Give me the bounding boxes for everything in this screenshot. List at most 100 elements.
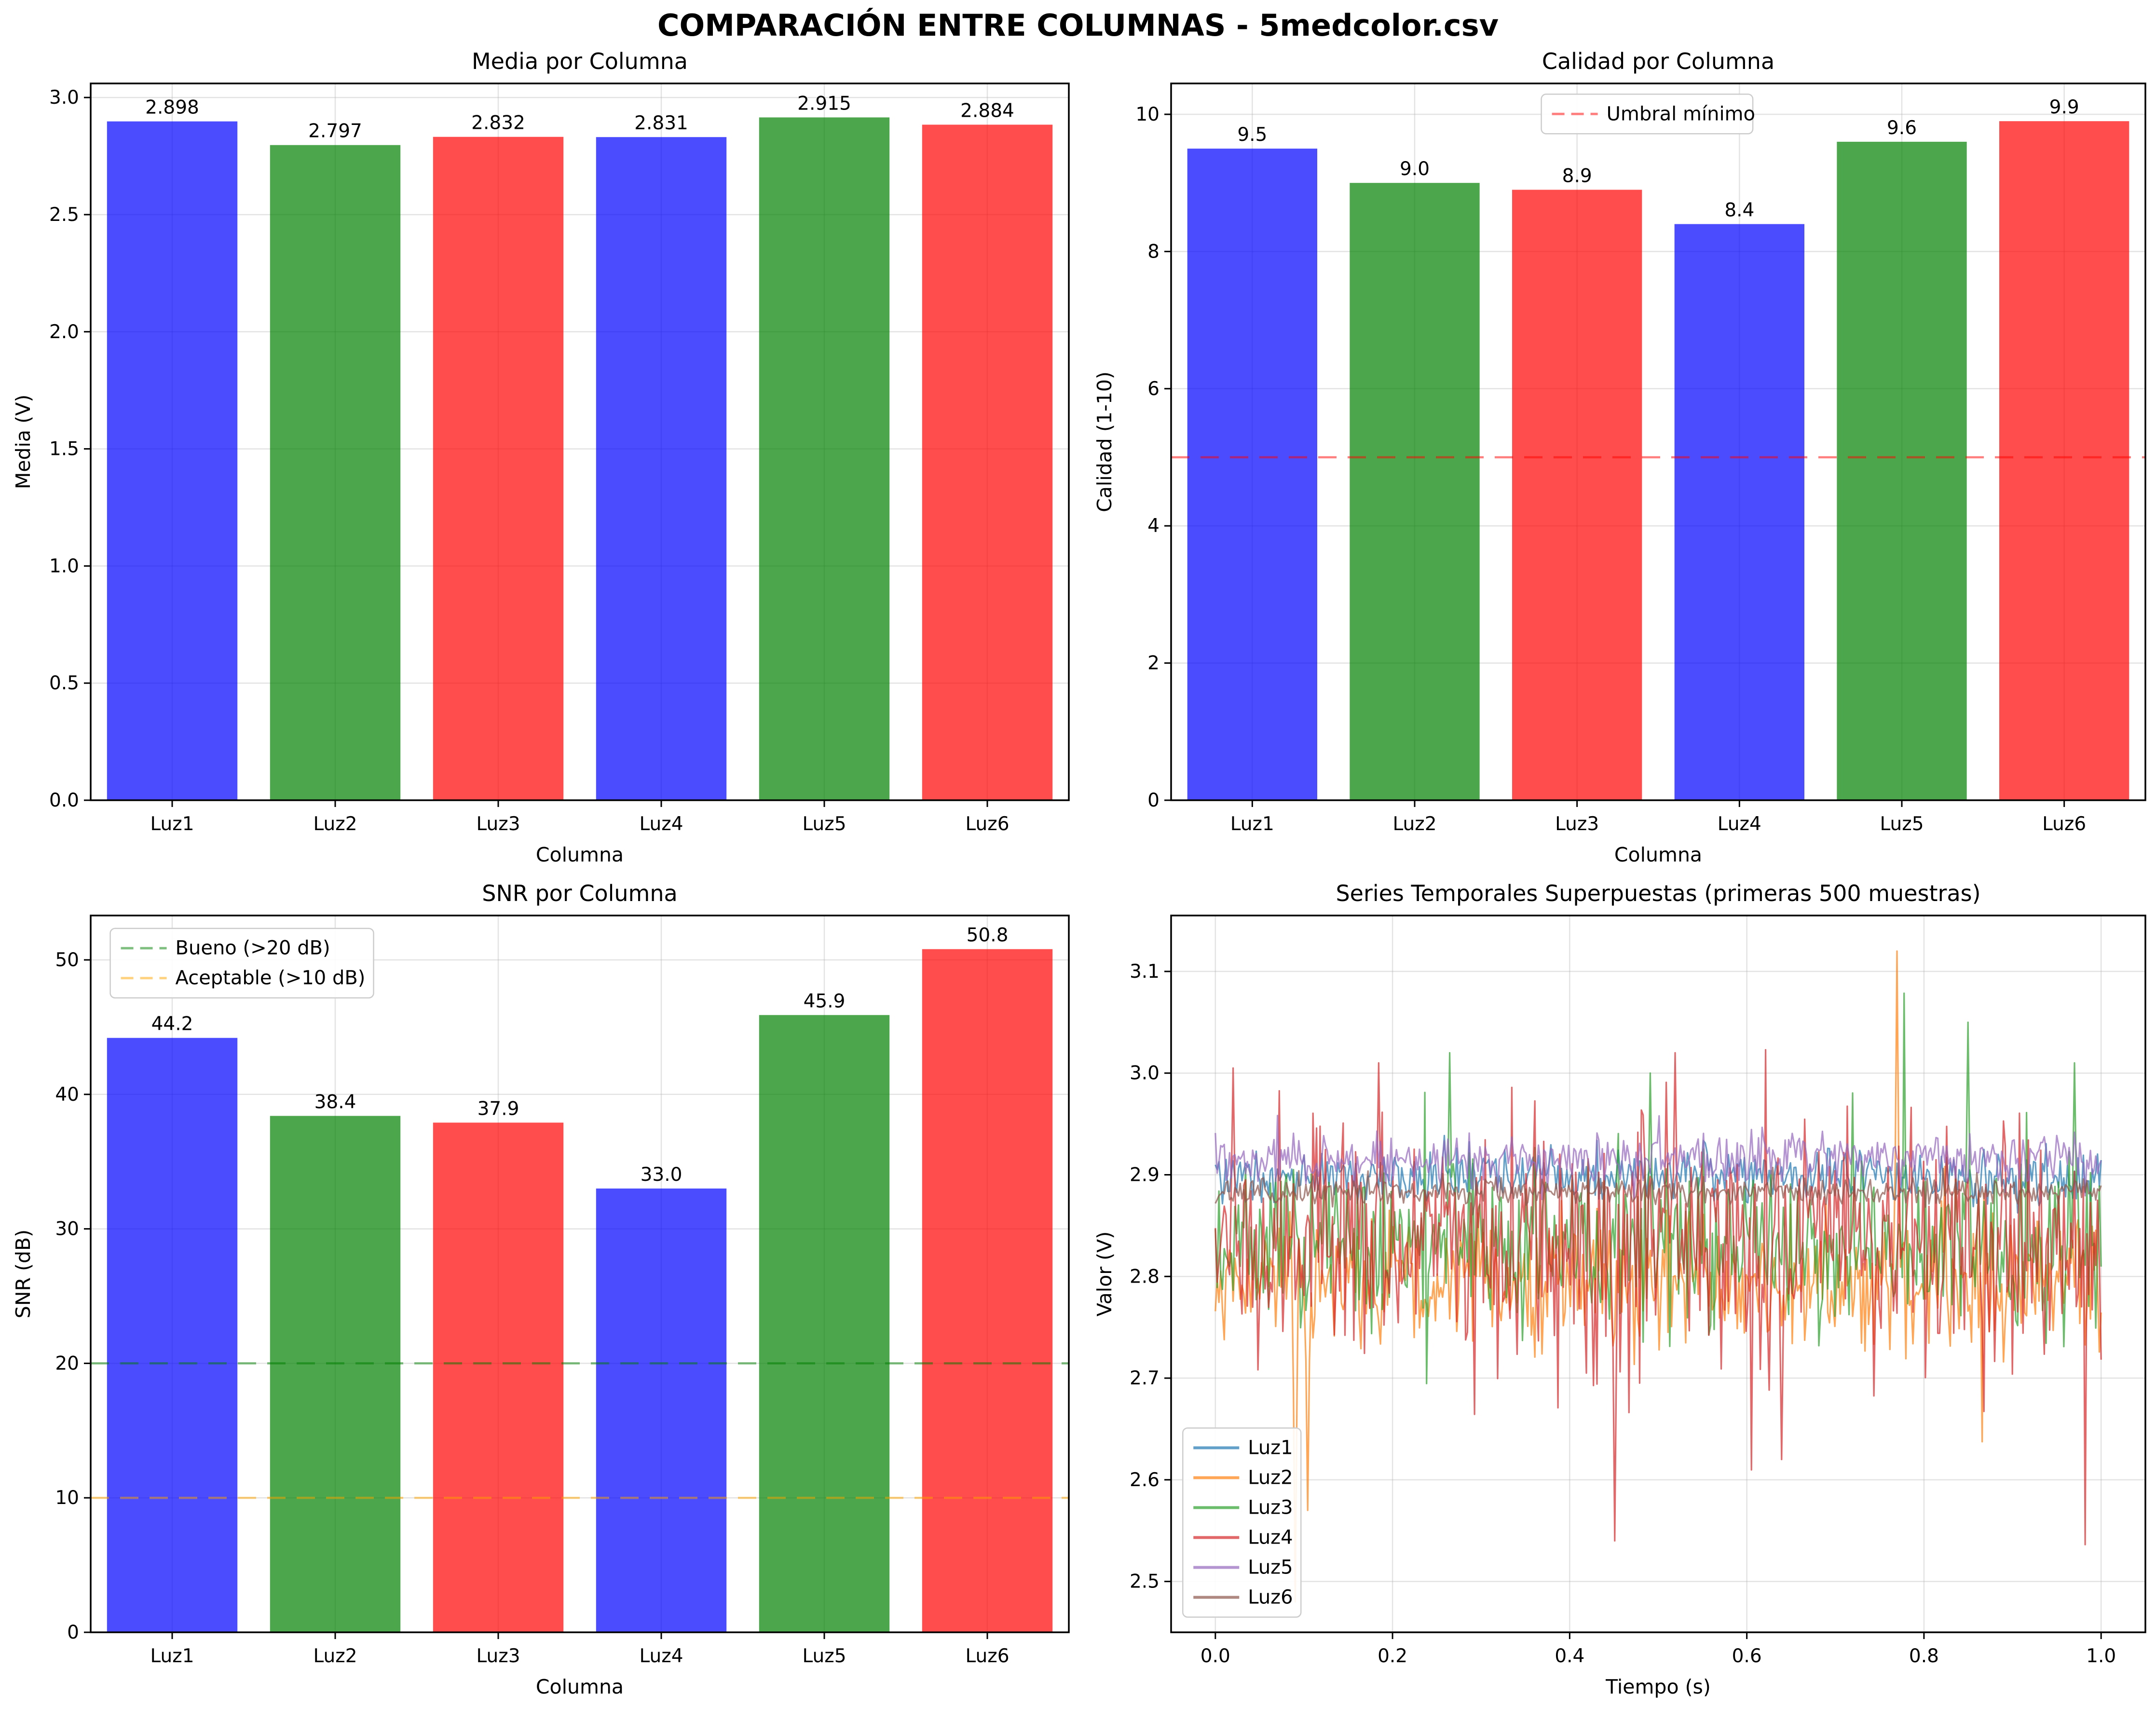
series-ylabel: Valor (V) [1093,1231,1116,1317]
tick-label: 6 [1147,378,1160,400]
tick-label: Bueno (>20 dB) [176,937,330,959]
tick-label: 2.8 [1130,1266,1160,1287]
tick-label: 9.5 [1237,124,1267,146]
bar-luz3 [433,1122,564,1632]
tick-label: Luz3 [1555,813,1599,835]
tick-label: 40 [55,1084,79,1106]
bar-luz5 [1837,141,1967,800]
tick-label: Luz1 [1230,813,1274,835]
bar-luz4 [1674,224,1804,800]
bar-luz5 [759,117,890,800]
bar-luz6 [922,124,1053,801]
tick-label: 50 [55,949,79,971]
tick-marks [1164,113,2065,807]
axes-spines [1170,82,2146,801]
tick-label: 8 [1147,241,1160,262]
tick-label: 2.0 [49,321,79,343]
tick-label: Luz6 [1248,1586,1293,1608]
tick-label: 4 [1147,515,1160,537]
tick-label: 50.8 [967,925,1009,946]
tick-label: 1.0 [2086,1645,2116,1667]
tick-label: 0.0 [49,790,79,811]
media-plot: 2.898 2.797 2.832 2.831 2.915 2.884 Luz1 Luz2 Lu… [49,82,1070,835]
tick-label: 10 [55,1487,79,1509]
calidad-xlabel: Columna [1614,843,1703,866]
bar-luz3 [433,137,564,800]
axes-spines [1170,915,2146,1633]
tick-label: 44.2 [151,1013,193,1035]
calidad-plot: 9.5 9.0 8.9 8.4 9.6 9.9 Luz1 Luz2 Luz3 Luz4 Luz5 Lu… [1135,82,2146,835]
tick-label: 33.0 [641,1164,682,1186]
series-chart-title: Series Temporales Superpuestas (primeras… [1336,880,1981,906]
tick-marks [1164,971,2102,1639]
bar-luz2 [270,145,401,801]
tick-label: Luz1 [150,813,194,835]
tick-label: Luz5 [1248,1556,1293,1578]
tick-label: 20 [55,1353,79,1374]
tick-label: 0.4 [1555,1645,1584,1667]
snr-plot: 44.2 38.4 37.9 33.0 45.9 50.8 Luz1 Luz2 Luz3 Luz4… [55,915,1070,1667]
tick-label: Luz6 [965,813,1009,835]
media-ylabel: Media (V) [12,394,35,490]
tick-label: 37.9 [478,1098,519,1120]
tick-label: Umbral mínimo [1607,103,1755,125]
tick-label: 2.9 [1130,1164,1160,1186]
tick-label: Luz2 [313,813,357,835]
tick-label: 10 [1135,104,1160,125]
tick-label: Luz6 [2042,813,2086,835]
series-plot: 0.0 0.2 0.4 0.6 0.8 1.0 2.5 2.6 2.7 2.8 2.9 3.0 3.1 L… [1130,915,2146,1667]
axes-spines [90,82,1070,801]
tick-label: Luz4 [639,1645,683,1667]
tick-label: 38.4 [314,1091,356,1113]
tick-label: Luz4 [1718,813,1761,835]
tick-label: Luz6 [965,1645,1009,1667]
tick-label: Luz2 [1248,1466,1293,1489]
tick-label: 9.9 [2049,96,2079,118]
tick-label: 1.5 [49,438,79,460]
tick-label: 2.5 [49,204,79,226]
legend: Bueno (>20 dB) Aceptable (>10 dB) [109,928,374,998]
bar-luz4 [596,137,727,801]
legend-box [1182,1427,1302,1618]
legend-box [1541,94,1754,135]
tick-label: 0.5 [49,672,79,694]
tick-label: 0.2 [1378,1645,1407,1667]
bar-luz3 [1512,190,1642,800]
tick-label: 0 [67,1622,79,1643]
tick-label: 2.832 [471,112,525,134]
tick-label: 1.0 [49,555,79,577]
tick-marks [84,959,988,1639]
bar-luz1 [107,1038,238,1632]
tick-label: Aceptable (>10 dB) [176,967,366,989]
tick-label: Luz2 [313,1645,357,1667]
tick-label: Luz4 [639,813,683,835]
series-line-luz6 [1214,1166,2102,1216]
tick-label: 0 [1147,790,1160,811]
tick-label: 2.7 [1130,1367,1160,1389]
legend: Luz1 Luz2 Luz3 Luz4 Luz5 Luz6 [1182,1427,1302,1618]
tick-label: Luz1 [150,1645,194,1667]
tick-label: 2.915 [797,93,851,114]
tick-label: 3.0 [49,87,79,109]
axes-spines [90,915,1070,1633]
snr-chart-title: SNR por Columna [482,880,678,906]
calidad-chart-title: Calidad por Columna [1542,48,1775,74]
tick-label: 2.831 [634,112,688,134]
bar-luz5 [759,1015,890,1632]
bar-luz4 [596,1188,727,1632]
tick-label: 2.898 [145,97,199,119]
tick-label: Luz5 [802,813,846,835]
legend-box [109,928,374,998]
tick-label: Luz4 [1248,1526,1293,1548]
tick-label: 2.6 [1130,1469,1160,1491]
bar-luz6 [922,949,1053,1632]
bar-luz1 [1187,149,1317,800]
tick-label: 0.0 [1201,1645,1230,1667]
tick-label: Luz1 [1248,1436,1293,1459]
tick-label: 9.0 [1400,158,1430,180]
tick-label: 9.6 [1887,117,1917,139]
snr-ylabel: SNR (dB) [12,1229,35,1319]
bar-luz1 [107,121,238,800]
